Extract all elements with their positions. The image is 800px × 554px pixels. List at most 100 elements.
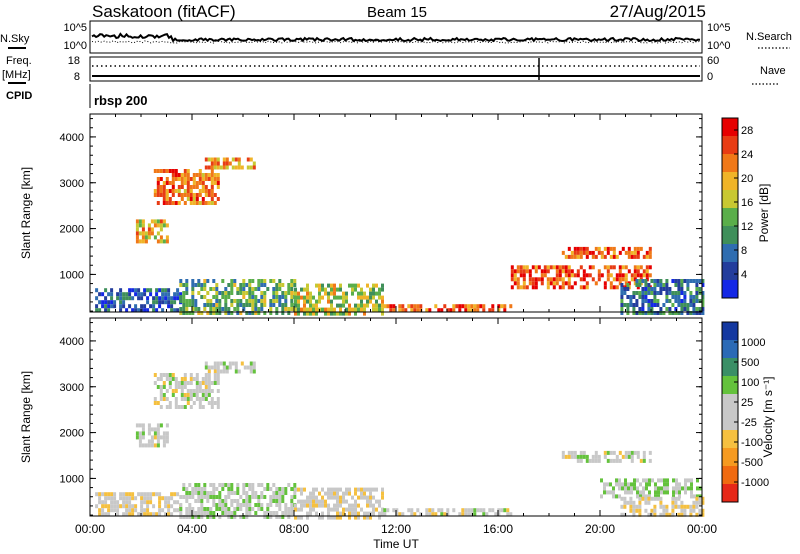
heatmap-cell: [695, 299, 699, 303]
heatmap-cell: [168, 405, 172, 409]
heatmap-cell: [470, 304, 474, 309]
heatmap-cell: [677, 303, 681, 307]
heatmap-cell: [248, 295, 252, 299]
heatmap-cell: [552, 281, 556, 286]
heatmap-cell: [183, 377, 187, 381]
heatmap-cell: [192, 393, 196, 397]
power-heatmap-cells: [95, 157, 705, 316]
heatmap-cell: [363, 495, 366, 500]
heatmap-cell: [336, 295, 339, 300]
heatmap-cell: [230, 511, 234, 515]
x-tick-label: 12:00: [381, 522, 411, 536]
heatmap-cell: [290, 499, 294, 503]
heatmap-cell: [227, 511, 231, 515]
heatmap-cell: [701, 283, 705, 287]
heatmap-cell: [686, 311, 690, 315]
heatmap-cell: [242, 303, 246, 307]
heatmap-cell: [165, 181, 169, 185]
heatmap-cell: [281, 283, 285, 287]
heatmap-cell: [231, 165, 235, 170]
heatmap-cell: [606, 250, 610, 255]
heatmap-cell: [225, 165, 229, 170]
heatmap-cell: [395, 512, 399, 517]
heatmap-cell: [200, 283, 204, 287]
heatmap-cell: [473, 304, 477, 309]
heatmap-cell: [339, 503, 342, 508]
heatmap-cell: [182, 295, 186, 299]
heatmap-cell: [684, 482, 687, 487]
heatmap-cell: [146, 512, 150, 517]
heatmap-cell: [195, 193, 199, 197]
heatmap-cell: [140, 492, 144, 497]
colorbar-segment: [722, 466, 738, 485]
heatmap-cell: [645, 273, 649, 278]
heatmap-cell: [159, 239, 163, 244]
heatmap-cell: [159, 219, 163, 224]
heatmap-cell: [204, 193, 208, 197]
heatmap-cell: [440, 512, 444, 517]
heatmap-cell: [161, 496, 165, 501]
heatmap-cell: [143, 308, 147, 313]
heatmap-cell: [186, 401, 190, 405]
heatmap-cell: [363, 487, 366, 492]
heatmap-cell: [269, 307, 273, 311]
heatmap-cell: [128, 292, 132, 297]
heatmap-cell: [642, 490, 645, 495]
heatmap-cell: [249, 361, 253, 366]
heatmap-cell: [149, 288, 153, 293]
heatmap-cell: [251, 507, 255, 511]
heatmap-cell: [257, 503, 261, 507]
heatmap-cell: [653, 291, 657, 295]
heatmap-cell: [303, 307, 306, 312]
heatmap-cell: [531, 281, 535, 286]
heatmap-cell: [615, 285, 619, 290]
heatmap-cell: [186, 193, 190, 197]
heatmap-cell: [321, 295, 324, 300]
heatmap-cell: [156, 181, 160, 185]
y-tick-label: 2000: [60, 224, 84, 236]
heatmap-cell: [636, 494, 639, 499]
heatmap-cell: [629, 295, 633, 299]
heatmap-cell: [378, 303, 381, 308]
heatmap-cell: [695, 311, 699, 315]
heatmap-cell: [294, 507, 297, 512]
heatmap-cell: [185, 311, 189, 315]
heatmap-cell: [195, 397, 199, 401]
heatmap-cell: [128, 508, 132, 513]
heatmap-cell: [156, 377, 160, 381]
heatmap-cell: [263, 283, 267, 287]
heatmap-cell: [641, 287, 645, 291]
velocity-x-axis-ticks: [89, 318, 703, 516]
heatmap-cell: [185, 487, 189, 491]
heatmap-cell: [306, 511, 309, 516]
heatmap-cell: [138, 423, 142, 428]
heatmap-cell: [141, 235, 145, 240]
heatmap-cell: [245, 511, 249, 515]
heatmap-cell: [635, 291, 639, 295]
heatmap-cell: [677, 512, 681, 517]
heatmap-cell: [119, 292, 123, 297]
heatmap-cell: [668, 291, 672, 295]
heatmap-cell: [680, 283, 684, 287]
heatmap-cell: [162, 373, 166, 377]
heatmap-cell: [389, 304, 393, 309]
heatmap-cell: [203, 295, 207, 299]
heatmap-cell: [191, 303, 195, 307]
heatmap-cell: [131, 512, 135, 517]
heatmap-cell: [630, 458, 634, 463]
heatmap-cell: [603, 454, 607, 459]
heatmap-cell: [696, 486, 699, 491]
heatmap-cell: [195, 173, 199, 177]
heatmap-cell: [573, 454, 577, 459]
heatmap-cell: [281, 515, 285, 519]
heatmap-cell: [401, 512, 405, 517]
heatmap-cell: [647, 496, 651, 501]
heatmap-cell: [263, 487, 267, 491]
heatmap-cell: [269, 515, 273, 519]
heatmap-cell: [522, 277, 526, 282]
heatmap-cell: [195, 389, 199, 393]
heatmap-cell: [122, 300, 126, 305]
heatmap-cell: [336, 287, 339, 292]
heatmap-cell: [248, 299, 252, 303]
heatmap-cell: [632, 291, 636, 295]
